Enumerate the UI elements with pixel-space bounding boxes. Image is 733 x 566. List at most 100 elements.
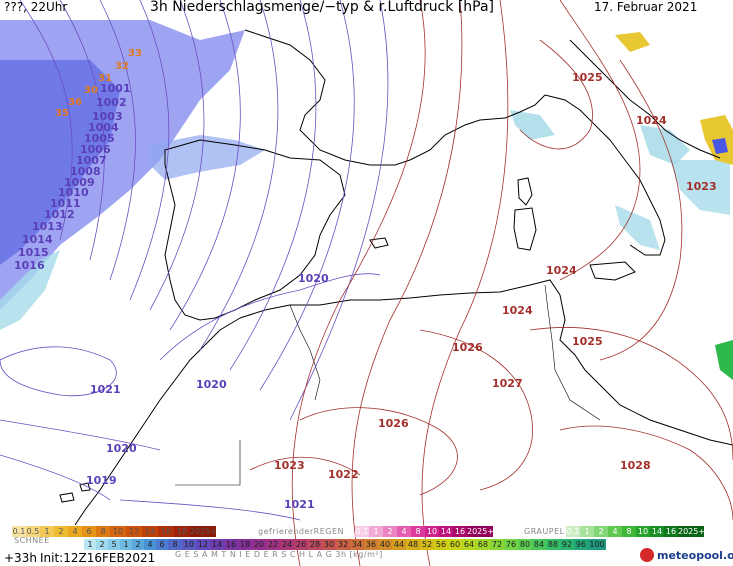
legend-cell: 2025+ — [678, 526, 706, 537]
rain-area-south-italy — [615, 205, 660, 250]
isobar-labels-red: 1025 1024 1023 1024 1024 1025 1026 1027 … — [274, 71, 717, 481]
precipitation-areas — [0, 20, 733, 380]
legend-schnee-label: SCHNEE — [14, 536, 50, 545]
border-western-sahara — [175, 440, 241, 486]
legend-cell: 44 — [392, 539, 406, 550]
legend-cell: 8 — [411, 526, 425, 537]
isobar-label: 1025 — [572, 71, 603, 84]
island-baleares — [369, 237, 389, 249]
isobars-high — [249, 0, 733, 566]
isobar-label: 1014 — [22, 233, 53, 246]
legend-cell: 12 — [126, 526, 142, 537]
isobar-label: 1028 — [620, 459, 651, 472]
isobar-label: 1020 — [196, 378, 227, 391]
isobar-labels-west: 1001 1002 1003 1004 1005 1006 1007 1008 … — [14, 82, 131, 272]
legend-total-label: G E S A M T N I E D E R S C H L A G 3h [… — [175, 550, 383, 559]
isobar-label: 31 — [98, 73, 112, 84]
coastlines — [59, 29, 733, 526]
legend-cell: 36 — [364, 539, 378, 550]
isobar-label: 1024 — [546, 264, 577, 277]
legend-cell: 4 — [608, 526, 622, 537]
brand-icon — [640, 548, 654, 562]
isobar-labels-orange: 33 32 31 30 35 36 — [55, 48, 142, 119]
borders — [175, 284, 601, 486]
snow-spot-east — [712, 138, 728, 154]
legend-cell: 30 — [322, 539, 336, 550]
isobar-label: 1027 — [492, 377, 523, 390]
legend-cell: 18 — [238, 539, 252, 550]
isobar-label: 1005 — [84, 132, 115, 145]
isobar-label: 1024 — [502, 304, 533, 317]
legend-graupel-label: GRAUPEL — [524, 527, 565, 536]
legend-cell: 76 — [504, 539, 518, 550]
legend-cell: 2 — [383, 526, 397, 537]
legend-cell: 22 — [266, 539, 280, 550]
coast-iberia — [164, 139, 346, 321]
isobar-label: 1004 — [88, 121, 119, 134]
legend-bottom: 1 2 5 1 2 4 6 8 10 12 14 16 18 20 22 24 26 28 30 32 34 36 40 44… — [0, 539, 733, 551]
map-title: 3h Niederschlagsmenge/−typ & r.Luftdruck… — [150, 0, 495, 15]
legend-cell: 16 — [158, 526, 174, 537]
legend-cell: 96 — [574, 539, 588, 550]
legend-cell: 10 — [182, 539, 196, 550]
graupel-area-north — [615, 32, 650, 52]
legend-cell: 10 — [425, 526, 439, 537]
legend-cell: 2 — [96, 539, 108, 550]
legend-cell: 6 — [156, 539, 168, 550]
isobar-label: 36 — [68, 97, 82, 108]
isobar-label: 33 — [128, 48, 142, 59]
legend-cell: 52 — [420, 539, 434, 550]
legend-cell: 92 — [560, 539, 574, 550]
legend-cell: 6 — [82, 526, 96, 537]
isobar-label: 1023 — [274, 459, 305, 472]
legend-cell: 32 — [336, 539, 350, 550]
isobar-label: 1020 — [106, 442, 137, 455]
snow-area-core — [0, 60, 120, 265]
isobar-label: 35 — [55, 108, 69, 119]
legend-cell: 64 — [462, 539, 476, 550]
legend-cell: 80 — [518, 539, 532, 550]
brand-logo[interactable]: meteopool.org — [640, 546, 733, 564]
legend-cell: 4 — [397, 526, 411, 537]
legend-cell: 1 — [40, 526, 54, 537]
isobar-label: 1013 — [32, 220, 63, 233]
isobar-label: 1022 — [328, 468, 359, 481]
map-date: 17. Februar 2021 — [594, 0, 698, 14]
isobar-label: 1009 — [64, 176, 95, 189]
island-corsica — [517, 177, 533, 206]
isobar-label: 1011 — [50, 197, 81, 210]
isobar-label: 1015 — [18, 246, 49, 259]
isobar-label: 1012 — [44, 208, 75, 221]
coast-italy-east — [569, 39, 721, 159]
legend-cell: 14 — [650, 526, 664, 537]
legend-cell: 100 — [588, 539, 606, 550]
rain-area-se — [715, 340, 733, 380]
border-morocco-algeria — [289, 304, 321, 401]
legend-cell: 14 — [210, 539, 224, 550]
isobar-label: 1001 — [100, 82, 131, 95]
legend-cell: 10 — [110, 526, 126, 537]
legend-cell: 60 — [448, 539, 462, 550]
isobar-labels-purple: 1020 1020 1021 1020 1019 1021 — [86, 272, 329, 511]
isobar-label: 1010 — [58, 186, 89, 199]
legend-cell: 20 — [252, 539, 266, 550]
init-time: Init:12Z16FEB2021 — [40, 551, 156, 565]
coast-africa — [239, 279, 733, 446]
legend-cell: 1 — [580, 526, 594, 537]
legend-cell: 40 — [378, 539, 392, 550]
legend-regen-label: gefrierenderREGEN — [258, 527, 344, 536]
legend-cell: 12 — [196, 539, 210, 550]
isobar-label: 1023 — [686, 180, 717, 193]
brand-name: meteopool.org — [657, 548, 733, 562]
legend-cell: 4 — [68, 526, 82, 537]
legend-cell: 84 — [532, 539, 546, 550]
legend-cell: 16 — [224, 539, 238, 550]
isobars-low — [0, 0, 389, 521]
legend-cell: 5 — [108, 539, 120, 550]
isobar-label: 1024 — [636, 114, 667, 127]
legend-cell: 4 — [144, 539, 156, 550]
isobar-label: 1019 — [86, 474, 117, 487]
legend-cell: 0.1 — [12, 526, 26, 537]
legend-cell: 18 — [174, 526, 190, 537]
legend-cell: 68 — [476, 539, 490, 550]
